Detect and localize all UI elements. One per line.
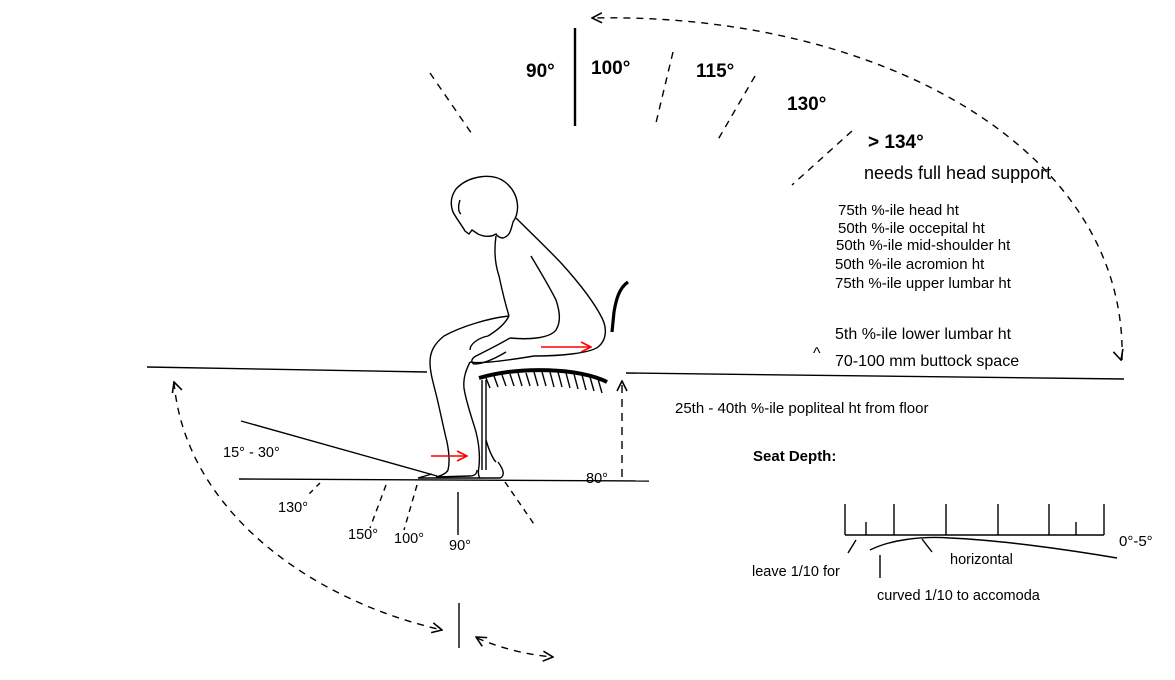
head-support-note: needs full head support [864,163,1052,183]
seat-reference-line-right [625,372,1125,380]
foot-angle-130-label: 130° [278,500,308,516]
caret-mark: ^ [813,345,821,362]
back-height-acromion: 50th %-ile acromion ht [835,256,985,273]
chair-backrest [610,280,629,333]
floor-line [238,478,650,482]
seat-horizontal-label: horizontal [950,552,1013,568]
recline-134-line [791,130,853,186]
seated-figure [417,175,607,479]
bottom-arc-arrow [476,637,553,657]
foot-angle-tick-right [504,481,537,528]
foot-angle-100-tick [403,484,418,531]
seat-depth-ruler [844,504,1118,578]
popliteal-height-label: 25th - 40th %-ile popliteal ht from floo… [675,400,929,417]
recline-angle-100-label: 100° [591,58,631,79]
seat-leave-label: leave 1/10 for [752,564,840,580]
foot-angle-90-label: 90° [449,538,471,554]
footrest-incline-label: 15° - 30° [223,445,280,461]
foot-angle-100-label: 100° [394,531,424,547]
recline-130-line [715,75,756,144]
recline-arc-arrow [592,18,1123,361]
recline-angle-130-label: 130° [787,94,827,115]
back-height-upper-lumbar: 75th %-ile upper lumbar ht [835,275,1011,292]
foot-angle-150-tick [369,484,387,529]
buttock-space-label: 70-100 mm buttock space [835,353,1020,370]
footrest-arc-arrow [173,381,442,630]
knee-angle-label: 80° [586,471,608,487]
seat-reference-line-left [146,366,428,373]
recline-angle-115-label: 115° [696,61,735,82]
recline-angle-90-label: 90° [526,61,555,82]
seat-curved-label: curved 1/10 to accomoda [877,588,1040,604]
back-height-head: 75th %-ile head ht [838,202,959,219]
chair-seat [478,368,608,470]
recline-arc-arrow-end [1112,330,1121,360]
footrest-incline-line [240,420,438,477]
foot-angle-130-tick [305,482,321,498]
lower-lumbar-label: 5th %-ile lower lumbar ht [835,326,1012,343]
recline-90-line [429,72,475,138]
foot-angle-150-label: 150° [348,527,378,543]
recline-angle-134-label: > 134° [868,132,924,153]
back-height-occipital: 50th %-ile occepital ht [838,220,985,237]
seat-slope-label: 0°-5° [1119,533,1153,550]
back-height-mid-shoulder: 50th %-ile mid-shoulder ht [836,237,1011,254]
recline-115-line [654,51,674,128]
seat-depth-title: Seat Depth: [753,448,837,465]
